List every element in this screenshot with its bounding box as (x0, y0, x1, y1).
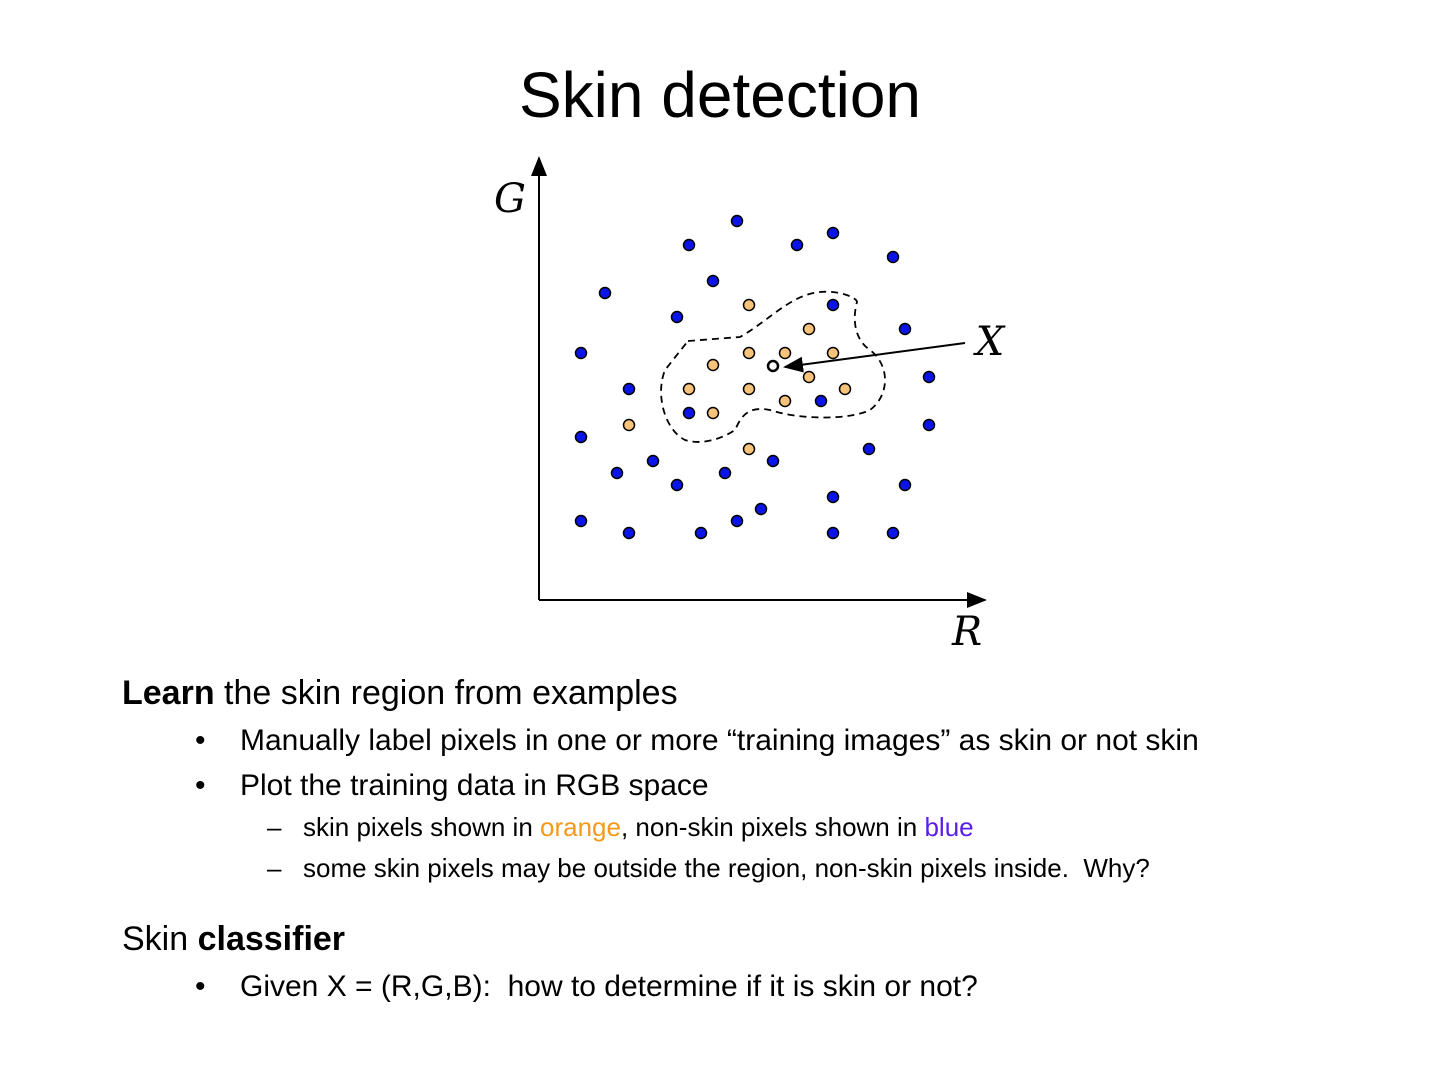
non-skin-dot (826, 490, 840, 504)
non-skin-dot (862, 442, 876, 456)
non-skin-dot (826, 298, 840, 312)
non-skin-dot (706, 274, 720, 288)
text-run: Plot the training data in RGB space (240, 769, 709, 802)
text-run: , non-skin pixels shown in (620, 812, 925, 842)
section-heading: Learn the skin region from examples (122, 674, 678, 713)
non-skin-dot (922, 418, 936, 432)
bullet: Plot the training data in RGB space (240, 769, 709, 803)
bullet: Given X = (R,G,B): how to determine if i… (240, 970, 978, 1004)
skin-dot (802, 322, 816, 336)
text-run: Learn (122, 674, 215, 712)
skin-dot (742, 442, 756, 456)
query-arrow (783, 342, 966, 373)
non-skin-dot (922, 370, 936, 384)
non-skin-dot (766, 454, 780, 468)
non-skin-dot (898, 322, 912, 336)
non-skin-dot (730, 514, 744, 528)
non-skin-dot (598, 286, 612, 300)
pixel-dots (574, 214, 936, 540)
non-skin-dot (670, 310, 684, 324)
text-run: Skin (122, 920, 198, 958)
skin-dot (742, 298, 756, 312)
skin-dot (802, 370, 816, 384)
non-skin-dot (682, 238, 696, 252)
skin-dot (742, 346, 756, 360)
non-skin-dot (622, 382, 636, 396)
skin-dot (742, 382, 756, 396)
bullet-marker: – (267, 853, 282, 883)
text-run: orange (540, 812, 621, 842)
skin-dot (838, 382, 852, 396)
bullet-marker: • (195, 970, 206, 1003)
skin-dot (706, 406, 720, 420)
non-skin-dot (730, 214, 744, 228)
non-skin-dot (898, 478, 912, 492)
non-skin-dot (826, 226, 840, 240)
slide-title: Skin detection (518, 59, 922, 131)
skin-dot (622, 418, 636, 432)
non-skin-dot (826, 526, 840, 540)
skin-dot (706, 358, 720, 372)
skin-dot (682, 382, 696, 396)
section-heading: Skin classifier (122, 920, 345, 959)
non-skin-dot (574, 346, 588, 360)
non-skin-dot (718, 466, 732, 480)
non-skin-dot (682, 406, 696, 420)
skin-dot (778, 346, 792, 360)
non-skin-dot (754, 502, 768, 516)
y-axis-label: G (494, 176, 526, 222)
sub-bullet: skin pixels shown in orange, non-skin pi… (303, 812, 974, 843)
text-run: Manually label pixels in one or more “tr… (240, 724, 1199, 757)
non-skin-dot (646, 454, 660, 468)
non-skin-dot (694, 526, 708, 540)
text-run: blue (924, 812, 974, 842)
text-run: the skin region from examples (214, 674, 678, 712)
non-skin-dot (790, 238, 804, 252)
bullet: Manually label pixels in one or more “tr… (240, 724, 1199, 758)
non-skin-dot (574, 430, 588, 444)
non-skin-dot (886, 526, 900, 540)
non-skin-dot (886, 250, 900, 264)
text-run: skin pixels shown in (303, 812, 540, 842)
query-point (766, 359, 780, 373)
skin-dot (826, 346, 840, 360)
point-label: X (973, 319, 1006, 365)
skin-dot (778, 394, 792, 408)
non-skin-dot (610, 466, 624, 480)
bullet-marker: – (267, 812, 282, 842)
text-run: some skin pixels may be outside the regi… (303, 853, 1150, 883)
sub-bullet: some skin pixels may be outside the regi… (303, 853, 1150, 884)
bullet-marker: • (195, 724, 206, 757)
text-run: Given X = (R,G,B): how to determine if i… (240, 970, 978, 1003)
non-skin-dot (670, 478, 684, 492)
non-skin-dot (622, 526, 636, 540)
rgb-diagram: G R X (494, 156, 1006, 655)
non-skin-dot (814, 394, 828, 408)
non-skin-dot (574, 514, 588, 528)
x-axis-label: R (951, 609, 982, 655)
bullet-marker: • (195, 769, 206, 802)
text-run: classifier (197, 920, 346, 958)
